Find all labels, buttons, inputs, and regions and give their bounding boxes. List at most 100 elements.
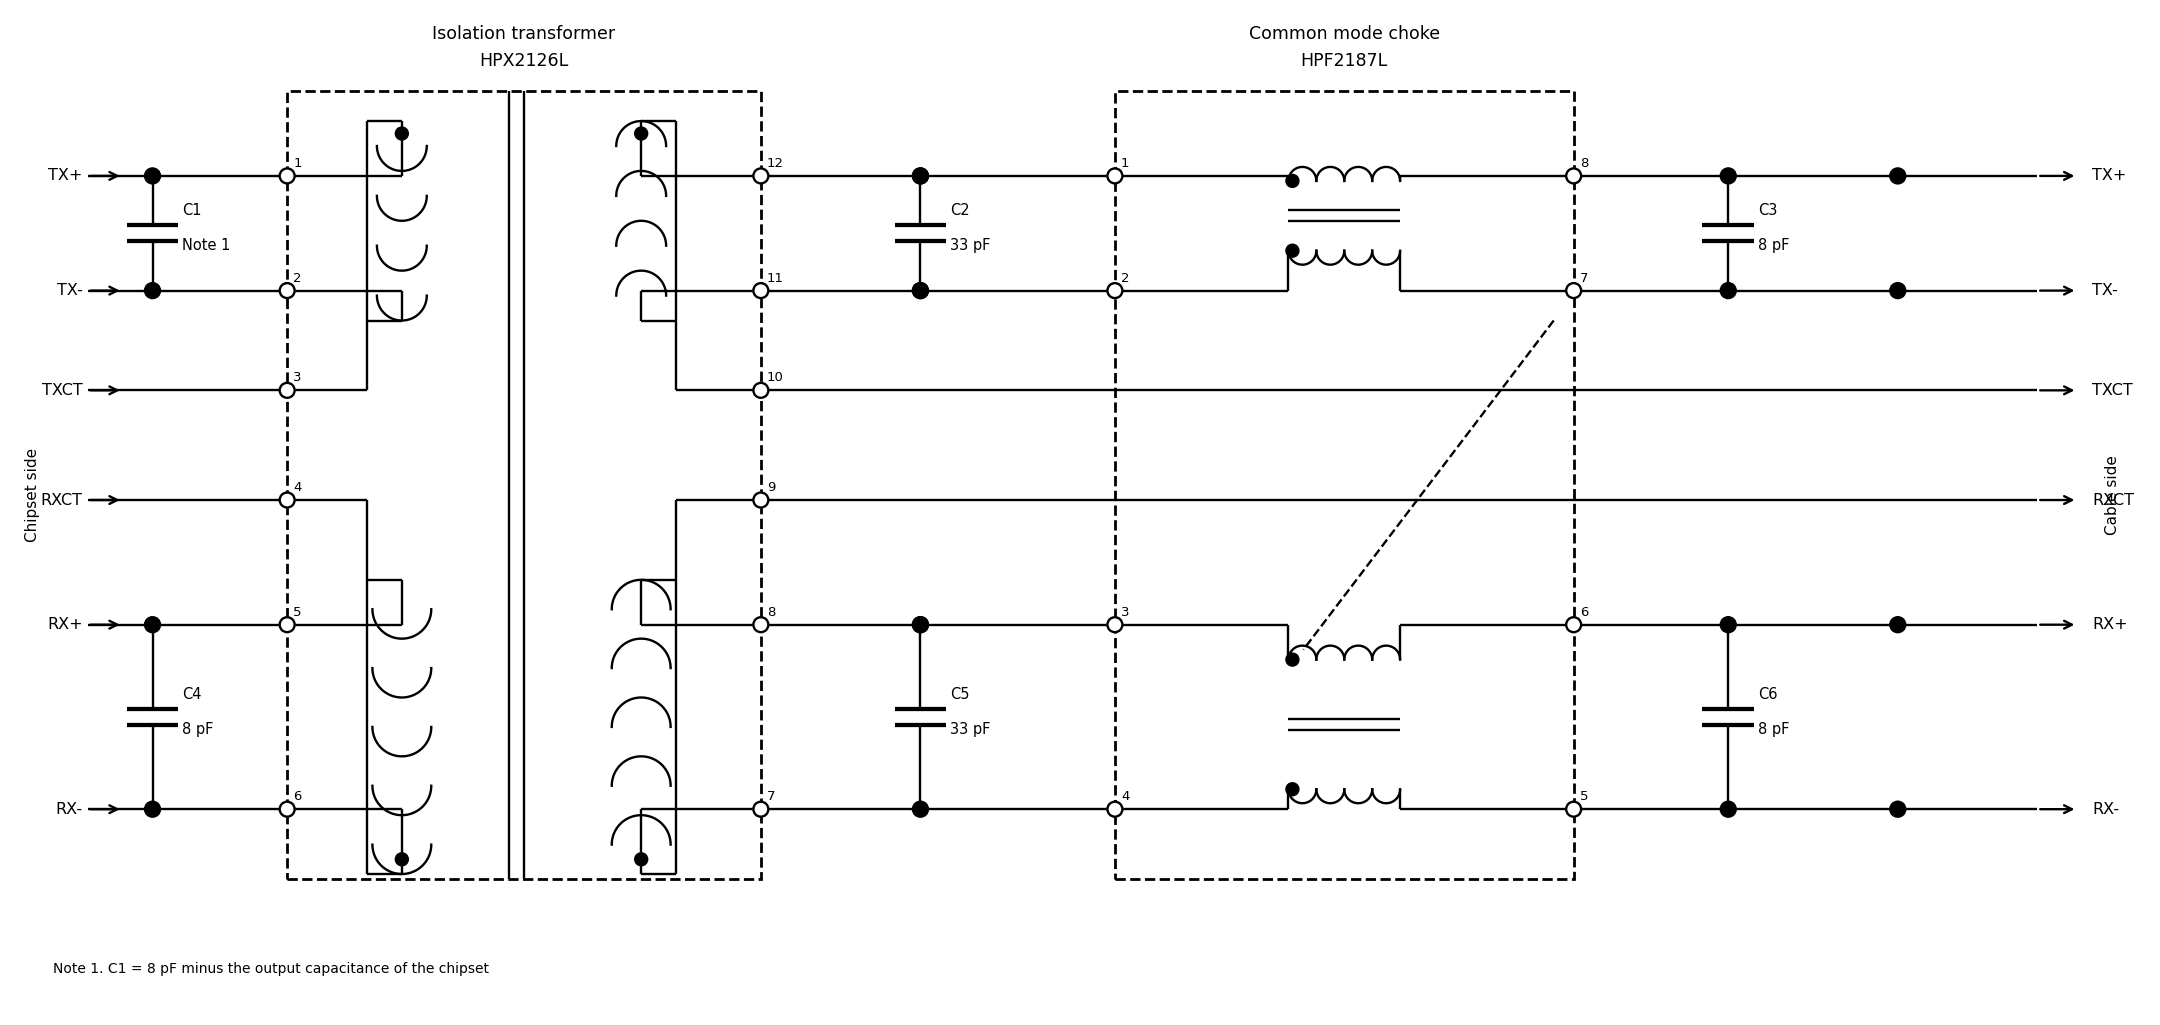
Circle shape bbox=[1719, 617, 1737, 632]
Text: 7: 7 bbox=[767, 790, 775, 804]
Circle shape bbox=[1890, 283, 1905, 298]
Text: RX-: RX- bbox=[56, 802, 82, 817]
Text: 33 pF: 33 pF bbox=[950, 722, 991, 737]
Text: C1: C1 bbox=[181, 203, 201, 218]
Text: 7: 7 bbox=[1579, 272, 1588, 285]
Text: TX+: TX+ bbox=[48, 168, 82, 183]
Text: 1: 1 bbox=[1121, 157, 1130, 170]
Circle shape bbox=[754, 617, 769, 632]
Text: 3: 3 bbox=[1121, 606, 1130, 619]
Text: 10: 10 bbox=[767, 371, 784, 384]
Circle shape bbox=[1566, 617, 1581, 632]
Text: RXCT: RXCT bbox=[41, 493, 82, 507]
Circle shape bbox=[635, 853, 648, 866]
Text: 8: 8 bbox=[767, 606, 775, 619]
Circle shape bbox=[912, 168, 929, 183]
Text: 2: 2 bbox=[294, 272, 302, 285]
Circle shape bbox=[754, 168, 769, 183]
Text: C6: C6 bbox=[1758, 687, 1778, 702]
Text: RX-: RX- bbox=[2093, 802, 2119, 817]
Circle shape bbox=[754, 493, 769, 507]
Circle shape bbox=[279, 802, 294, 817]
Text: 4: 4 bbox=[294, 481, 302, 494]
Text: 3: 3 bbox=[294, 371, 302, 384]
Bar bbox=[1115, 91, 1575, 879]
Text: TXCT: TXCT bbox=[2093, 382, 2132, 398]
Circle shape bbox=[1719, 283, 1737, 298]
Text: Isolation transformer: Isolation transformer bbox=[432, 26, 616, 43]
Circle shape bbox=[145, 283, 160, 298]
Circle shape bbox=[279, 493, 294, 507]
Circle shape bbox=[395, 127, 408, 140]
Text: C5: C5 bbox=[950, 687, 970, 702]
Circle shape bbox=[145, 802, 160, 817]
Text: 33 pF: 33 pF bbox=[950, 238, 991, 253]
Circle shape bbox=[145, 168, 160, 183]
Circle shape bbox=[145, 617, 160, 632]
Circle shape bbox=[1890, 617, 1905, 632]
Text: 4: 4 bbox=[1121, 790, 1130, 804]
Circle shape bbox=[635, 127, 648, 140]
Text: Cable side: Cable side bbox=[2104, 455, 2119, 535]
Circle shape bbox=[912, 283, 929, 298]
Text: TX-: TX- bbox=[2093, 283, 2119, 298]
Text: 12: 12 bbox=[767, 157, 784, 170]
Text: 6: 6 bbox=[294, 790, 302, 804]
Circle shape bbox=[754, 802, 769, 817]
Text: 5: 5 bbox=[294, 606, 302, 619]
Circle shape bbox=[279, 617, 294, 632]
Circle shape bbox=[754, 283, 769, 298]
Text: 8: 8 bbox=[1579, 157, 1588, 170]
Text: 8 pF: 8 pF bbox=[1758, 722, 1788, 737]
Text: TXCT: TXCT bbox=[41, 382, 82, 398]
Circle shape bbox=[279, 168, 294, 183]
Circle shape bbox=[395, 853, 408, 866]
Circle shape bbox=[1566, 283, 1581, 298]
Circle shape bbox=[1890, 168, 1905, 183]
Circle shape bbox=[1285, 653, 1298, 666]
Circle shape bbox=[279, 283, 294, 298]
Circle shape bbox=[1719, 802, 1737, 817]
Text: HPX2126L: HPX2126L bbox=[480, 52, 568, 71]
Text: RX+: RX+ bbox=[48, 617, 82, 632]
Text: 6: 6 bbox=[1579, 606, 1588, 619]
Circle shape bbox=[754, 383, 769, 398]
Text: C2: C2 bbox=[950, 203, 970, 218]
Circle shape bbox=[1719, 168, 1737, 183]
Circle shape bbox=[279, 383, 294, 398]
Text: TX+: TX+ bbox=[2093, 168, 2128, 183]
Text: 11: 11 bbox=[767, 272, 784, 285]
Text: Chipset side: Chipset side bbox=[26, 448, 41, 542]
Circle shape bbox=[1566, 168, 1581, 183]
Text: HPF2187L: HPF2187L bbox=[1300, 52, 1389, 71]
Text: RX+: RX+ bbox=[2093, 617, 2128, 632]
Text: RXCT: RXCT bbox=[2093, 493, 2134, 507]
Text: Common mode choke: Common mode choke bbox=[1248, 26, 1441, 43]
Text: 1: 1 bbox=[294, 157, 302, 170]
Circle shape bbox=[1890, 802, 1905, 817]
Text: Note 1: Note 1 bbox=[181, 238, 231, 253]
Text: 5: 5 bbox=[1579, 790, 1588, 804]
Bar bbox=[287, 91, 760, 879]
Text: TX-: TX- bbox=[56, 283, 82, 298]
Text: C3: C3 bbox=[1758, 203, 1778, 218]
Circle shape bbox=[912, 802, 929, 817]
Circle shape bbox=[912, 617, 929, 632]
Circle shape bbox=[1108, 283, 1123, 298]
Text: 9: 9 bbox=[767, 481, 775, 494]
Text: 2: 2 bbox=[1121, 272, 1130, 285]
Circle shape bbox=[1566, 802, 1581, 817]
Circle shape bbox=[912, 617, 929, 632]
Circle shape bbox=[912, 283, 929, 298]
Text: C4: C4 bbox=[181, 687, 201, 702]
Circle shape bbox=[1285, 783, 1298, 795]
Circle shape bbox=[1108, 617, 1123, 632]
Circle shape bbox=[912, 168, 929, 183]
Circle shape bbox=[1285, 174, 1298, 188]
Text: 8 pF: 8 pF bbox=[1758, 238, 1788, 253]
Text: 8 pF: 8 pF bbox=[181, 722, 214, 737]
Circle shape bbox=[1108, 802, 1123, 817]
Circle shape bbox=[1108, 168, 1123, 183]
Circle shape bbox=[1285, 244, 1298, 257]
Text: Note 1. C1 = 8 pF minus the output capacitance of the chipset: Note 1. C1 = 8 pF minus the output capac… bbox=[52, 961, 488, 976]
